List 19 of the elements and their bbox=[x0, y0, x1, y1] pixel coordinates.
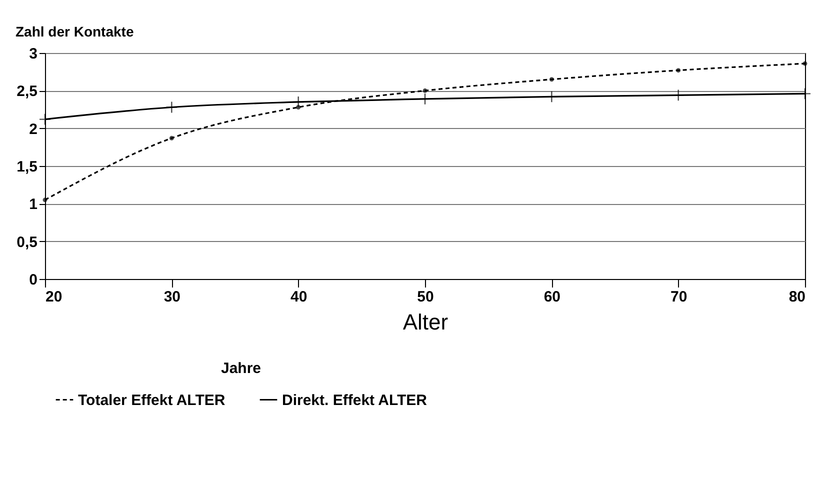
x-tick-label: 40 bbox=[290, 288, 308, 306]
legend-title: Jahre bbox=[220, 360, 262, 377]
y-tick-label: 0 bbox=[29, 272, 38, 288]
y-tick-label: 2,5 bbox=[16, 83, 38, 100]
y-tick-label: 1,5 bbox=[16, 158, 38, 176]
x-tick-label: 20 bbox=[46, 288, 62, 306]
y-tick-label: 2 bbox=[29, 120, 38, 138]
legend-label: Totaler Effekt ALTER bbox=[78, 392, 226, 409]
y-tick-label: 0,5 bbox=[16, 234, 38, 251]
x-tick-label: 80 bbox=[788, 288, 806, 306]
legend-label: Direkt. Effekt ALTER bbox=[282, 392, 428, 409]
x-tick-label: 60 bbox=[544, 288, 561, 306]
x-axis-title: Alter bbox=[402, 310, 448, 334]
y-tick-label: 3 bbox=[29, 46, 38, 62]
y-tick-label: 1 bbox=[29, 196, 38, 214]
x-tick-label: 30 bbox=[164, 288, 181, 306]
x-tick-label: 50 bbox=[417, 288, 434, 306]
y-axis-title: Zahl der Kontakte bbox=[16, 24, 134, 40]
x-tick-label: 70 bbox=[670, 288, 688, 306]
